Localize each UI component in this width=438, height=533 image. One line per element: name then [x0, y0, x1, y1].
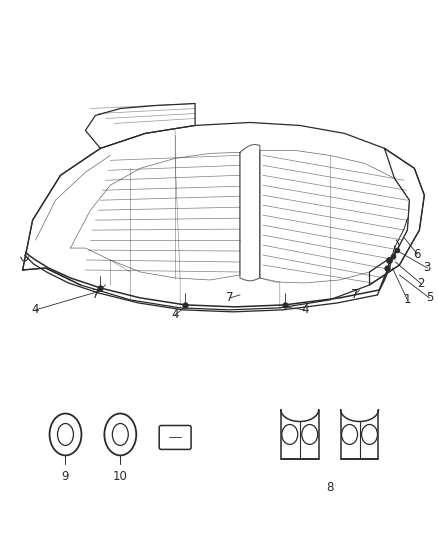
- Text: 4: 4: [301, 303, 308, 317]
- Text: 9: 9: [62, 470, 69, 483]
- Text: 3: 3: [424, 262, 431, 274]
- Text: 7: 7: [226, 292, 234, 304]
- Text: 8: 8: [326, 481, 333, 494]
- Text: 2: 2: [417, 278, 425, 290]
- Text: 10: 10: [113, 470, 128, 483]
- Text: 7: 7: [351, 288, 358, 301]
- Text: 7: 7: [92, 288, 99, 301]
- Text: 4: 4: [171, 309, 179, 321]
- Text: 5: 5: [426, 292, 433, 304]
- Text: 6: 6: [413, 247, 421, 261]
- Text: 1: 1: [404, 293, 411, 306]
- Text: 4: 4: [32, 303, 39, 317]
